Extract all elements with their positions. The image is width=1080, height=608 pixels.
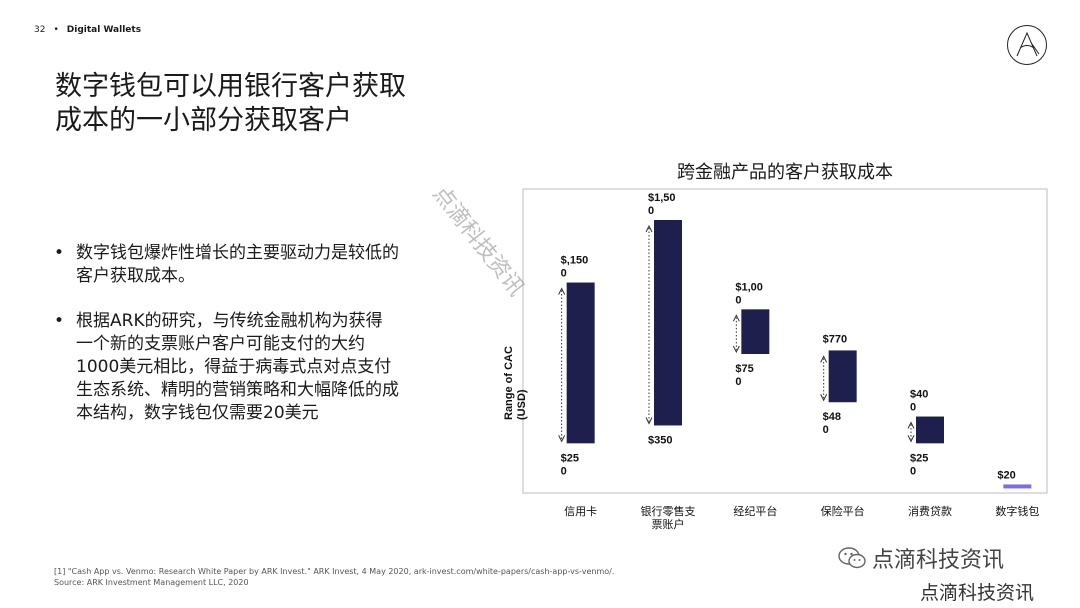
- arrow-head-bottom-3: [732, 345, 740, 354]
- high-value-label-2: $1,50 0: [648, 192, 676, 217]
- arrow-head-top-3: [732, 314, 740, 322]
- x-tick-label-1: 信用卡: [564, 505, 597, 518]
- arrow-head-bottom-5: [907, 435, 915, 443]
- bar-4: [828, 350, 857, 403]
- low-value-label-2: $350: [648, 434, 672, 446]
- chart-title: 跨金融产品的客户获取成本: [677, 162, 893, 183]
- cac-range-chart: Range of CAC (USD) $,150 0 $25 0 信用卡 $1,50 0 $3…: [503, 188, 1048, 531]
- low-value-label-3: $75 0: [735, 363, 753, 388]
- bar-5: [916, 416, 944, 444]
- arrow-head-top-4: [820, 355, 828, 363]
- title-line-2: 成本的一小部分获取客户: [55, 105, 352, 136]
- footnote-source: Source: ARK Investment Management LLC, 2…: [54, 578, 249, 587]
- high-value-label-6: $20: [997, 469, 1015, 481]
- bar-1: [566, 282, 595, 444]
- footnote: [1] "Cash App vs. Venmo: Research White …: [54, 566, 614, 588]
- high-value-label-4: $770: [823, 333, 847, 345]
- high-value-label-5: $40 0: [910, 389, 928, 414]
- arrow-head-bottom-2: [645, 417, 653, 425]
- watermark-footer: 点滴科技资讯: [920, 582, 1035, 604]
- header-separator: •: [53, 25, 59, 35]
- plot-frame: [522, 188, 1048, 494]
- x-tick-label-4: 保险平台: [821, 504, 865, 518]
- page-header: 32 • Digital Wallets: [34, 25, 141, 35]
- section-name: Digital Wallets: [66, 25, 142, 35]
- x-tick-label-6: 数字钱包: [995, 504, 1039, 518]
- low-value-label-1: $25 0: [561, 452, 579, 477]
- low-value-label-4: $48 0: [823, 411, 841, 436]
- watermark-text: 点滴科技资讯: [872, 548, 1005, 573]
- y-axis-label-line1: Range of CAC: [503, 346, 515, 420]
- y-axis-label-line2: (USD): [516, 389, 528, 420]
- arrow-head-top-2: [645, 224, 653, 233]
- arrow-head-bottom-4: [820, 394, 828, 402]
- arrow-head-top-5: [907, 421, 915, 429]
- arrow-head-bottom-1: [558, 435, 566, 443]
- x-tick-label-3: 经纪平台: [733, 504, 777, 518]
- x-tick-label-2: 银行零售支票账户: [641, 504, 696, 531]
- footnote-citation: [1] "Cash App vs. Venmo: Research White …: [54, 567, 615, 576]
- y-axis-label: Range of CAC (USD): [503, 343, 528, 420]
- bullet-list: 数字钱包爆炸性增长的主要驱动力是较低的客户获取成本。 根据ARK的研究，与传统金…: [54, 242, 399, 447]
- bar-2: [654, 220, 682, 426]
- ark-logo-icon: [1007, 25, 1047, 65]
- high-value-label-1: $,150 0: [561, 255, 589, 280]
- bullet-item: 根据ARK的研究，与传统金融机构为获得一个新的支票账户客户可能支付的大约1000…: [54, 310, 399, 425]
- page-number: 32: [34, 25, 46, 35]
- low-value-label-5: $25 0: [910, 452, 928, 477]
- title-line-1: 数字钱包可以用银行客户获取: [55, 71, 406, 102]
- x-tick-label-5: 消费贷款: [908, 504, 952, 518]
- watermark-wechat: 点滴科技资讯: [838, 542, 1004, 574]
- page-title: 数字钱包可以用银行客户获取 成本的一小部分获取客户: [55, 70, 475, 138]
- arrow-head-top-1: [558, 287, 566, 295]
- bar-3: [741, 309, 770, 354]
- bar-6: [1003, 484, 1032, 489]
- bullet-item: 数字钱包爆炸性增长的主要驱动力是较低的客户获取成本。: [54, 242, 399, 288]
- high-value-label-3: $1,00 0: [735, 281, 763, 306]
- wechat-icon: [838, 547, 866, 569]
